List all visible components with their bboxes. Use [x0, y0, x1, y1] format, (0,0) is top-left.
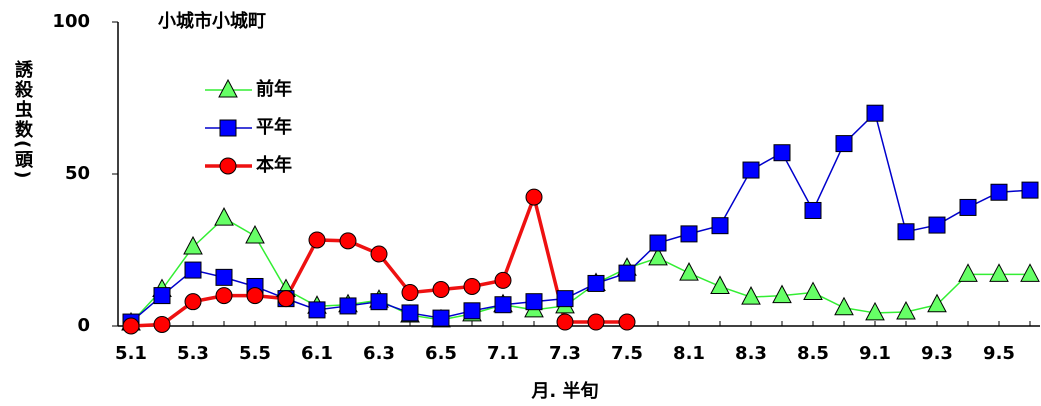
data-point — [896, 300, 916, 320]
data-point — [710, 275, 730, 294]
data-point — [680, 225, 698, 243]
data-point — [835, 135, 853, 153]
data-point — [990, 183, 1008, 201]
data-point — [928, 216, 946, 234]
data-point — [927, 293, 947, 313]
data-point — [958, 263, 978, 282]
data-point — [525, 188, 543, 206]
data-point — [245, 224, 265, 244]
data-point — [587, 274, 605, 292]
data-point — [183, 235, 203, 255]
data-point — [556, 290, 574, 308]
data-point — [153, 287, 171, 305]
data-point — [370, 293, 388, 311]
data-point — [587, 313, 605, 331]
data-point — [184, 293, 202, 311]
series-line — [130, 217, 1030, 324]
legend-label: 本年 — [256, 154, 292, 176]
x-tick-label: 8.3 — [735, 343, 767, 364]
data-point — [494, 296, 512, 314]
data-point — [803, 281, 823, 301]
data-point — [618, 264, 636, 282]
data-point — [773, 144, 791, 162]
data-point — [214, 207, 234, 226]
data-point — [215, 268, 233, 286]
series-line — [130, 111, 1031, 323]
data-point — [1020, 263, 1040, 282]
data-point — [277, 290, 295, 308]
legend-label: 前年 — [256, 78, 292, 100]
x-tick-label: 6.1 — [301, 343, 333, 364]
y-tick-label: 50 — [65, 163, 90, 184]
data-point — [742, 161, 760, 179]
y-tick-label: 0 — [77, 315, 90, 336]
data-point — [804, 201, 822, 219]
x-tick-label: 9.5 — [983, 343, 1015, 364]
x-axis-label: 月. 半旬 — [530, 380, 598, 402]
chart-title: 小城市小城町 — [158, 10, 266, 32]
data-point — [556, 313, 574, 331]
data-point — [339, 232, 357, 250]
data-point — [897, 223, 915, 241]
data-point — [308, 231, 326, 249]
data-point — [525, 293, 543, 311]
data-point — [866, 104, 884, 122]
data-point — [959, 198, 977, 216]
x-tick-label: 7.3 — [549, 343, 581, 364]
data-point — [648, 246, 668, 266]
legend-marker — [219, 119, 237, 137]
data-point — [215, 287, 233, 305]
data-point — [679, 262, 699, 281]
data-point — [1021, 181, 1039, 199]
data-point — [494, 271, 512, 289]
x-tick-label: 7.1 — [487, 343, 519, 364]
data-point — [339, 297, 357, 315]
legend-marker — [218, 78, 238, 98]
data-point — [153, 315, 171, 333]
data-point — [246, 287, 264, 305]
data-point — [463, 302, 481, 320]
data-point — [834, 296, 854, 316]
data-point — [772, 284, 792, 304]
data-point — [741, 286, 761, 305]
x-tick-label: 9.3 — [921, 343, 953, 364]
data-point — [865, 301, 885, 321]
data-point — [618, 313, 636, 331]
x-tick-label: 5.1 — [115, 343, 147, 364]
x-tick-label: 6.5 — [425, 343, 457, 364]
x-tick-label: 8.1 — [673, 343, 705, 364]
legend-label: 平年 — [256, 116, 292, 138]
data-point — [401, 284, 419, 302]
data-point — [184, 261, 202, 279]
data-point — [463, 277, 481, 295]
data-point — [308, 301, 326, 319]
y-tick-label: 100 — [52, 11, 90, 32]
x-tick-label: 6.3 — [363, 343, 395, 364]
x-tick-label: 8.5 — [797, 343, 829, 364]
y-axis-label: 誘殺虫数(頭) — [12, 59, 34, 181]
data-point — [370, 245, 388, 263]
data-point — [432, 309, 450, 327]
data-point — [401, 304, 419, 322]
legend-marker — [219, 157, 237, 175]
x-tick-label: 7.5 — [611, 343, 643, 364]
data-point — [711, 217, 729, 235]
x-tick-label: 5.3 — [177, 343, 209, 364]
data-point — [989, 263, 1009, 282]
data-point — [122, 317, 140, 335]
x-tick-label: 9.1 — [859, 343, 891, 364]
x-tick-label: 5.5 — [239, 343, 271, 364]
data-point — [649, 234, 667, 252]
data-point — [432, 281, 450, 299]
